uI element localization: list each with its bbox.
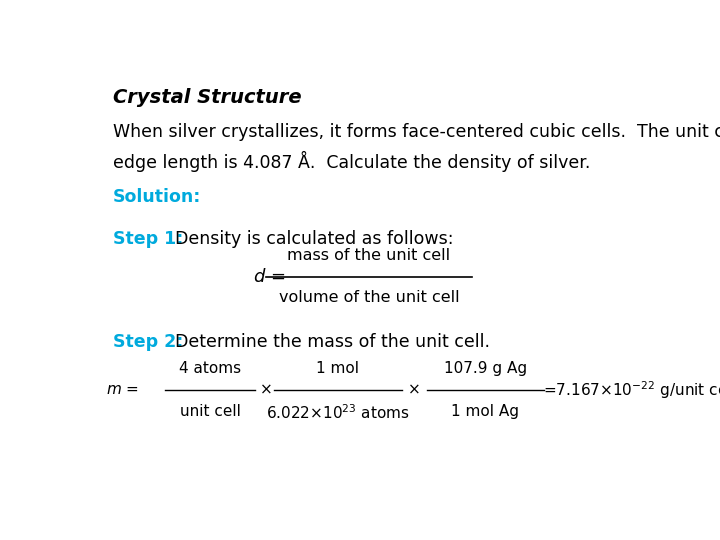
- Text: Solution:: Solution:: [113, 188, 202, 206]
- Text: ×: ×: [261, 382, 273, 397]
- Text: =7.167×10$^{−22}$ g/unit cell: =7.167×10$^{−22}$ g/unit cell: [544, 379, 720, 401]
- Text: Determine the mass of the unit cell.: Determine the mass of the unit cell.: [175, 333, 490, 351]
- Text: 107.9 g Ag: 107.9 g Ag: [444, 361, 527, 376]
- Text: mass of the unit cell: mass of the unit cell: [287, 248, 451, 264]
- Text: 1 mol: 1 mol: [317, 361, 359, 376]
- Text: Density is calculated as follows:: Density is calculated as follows:: [175, 231, 454, 248]
- Text: Crystal Structure: Crystal Structure: [113, 88, 302, 107]
- Text: ×: ×: [408, 382, 420, 397]
- Text: 6.022×10$^{23}$ atoms: 6.022×10$^{23}$ atoms: [266, 403, 410, 422]
- Text: Step 2:: Step 2:: [113, 333, 184, 351]
- Text: $\it{m}$ =: $\it{m}$ =: [106, 382, 138, 397]
- Text: 1 mol Ag: 1 mol Ag: [451, 403, 519, 418]
- Text: $\it{d}$ =: $\it{d}$ =: [253, 267, 285, 286]
- Text: 4 atoms: 4 atoms: [179, 361, 241, 376]
- Text: volume of the unit cell: volume of the unit cell: [279, 289, 459, 305]
- Text: unit cell: unit cell: [180, 403, 240, 418]
- Text: When silver crystallizes, it forms face-centered cubic cells.  The unit cell
edg: When silver crystallizes, it forms face-…: [113, 123, 720, 172]
- Text: Step 1:: Step 1:: [113, 231, 184, 248]
